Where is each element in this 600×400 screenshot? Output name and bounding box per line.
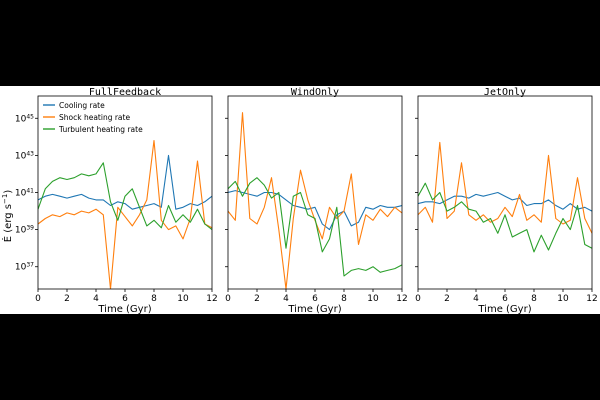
x-tick-label: 8	[341, 294, 347, 304]
panel-2: WindOnly 0 2 4 6 8 10 12 Time (Gyr)	[225, 87, 408, 315]
x-tick-label: 2	[444, 294, 450, 304]
x-tick-label: 12	[206, 294, 217, 304]
series-group	[38, 139, 212, 289]
panel-title: JetOnly	[484, 87, 526, 98]
x-tick-label: 2	[254, 294, 260, 304]
x-tick-label: 0	[415, 294, 421, 304]
panel-title: WindOnly	[291, 87, 339, 98]
x-axis-label: Time (Gyr)	[287, 304, 341, 314]
legend-label: Cooling rate	[59, 101, 105, 110]
chart-svg: FullFeedback 0 2 4 6 8 10 12 Time (Gyr) 1037 1039 1…	[1, 87, 598, 315]
x-tick-label: 10	[177, 294, 189, 304]
legend: Cooling rate Shock heating rate Turbulent …	[43, 101, 143, 134]
series-line-shock-heating-rate	[228, 112, 402, 289]
x-tick-label: 12	[396, 294, 407, 304]
panel-3: JetOnly 0 2 4 6 8 10 12 Time (Gyr)	[415, 87, 598, 315]
series-group	[418, 141, 592, 253]
series-line-shock-heating-rate	[418, 141, 592, 234]
series-line-turbulent-heating-rate	[228, 177, 402, 277]
x-tick-label: 10	[557, 294, 569, 304]
series-line-cooling-rate	[38, 154, 212, 210]
x-tick-label: 2	[64, 294, 70, 304]
y-axis-label-main: Ė (erg s	[1, 204, 14, 242]
x-tick-label: 8	[151, 294, 157, 304]
x-tick-label: 4	[473, 294, 479, 304]
x-axis-label: Time (Gyr)	[477, 304, 531, 314]
series-line-turbulent-heating-rate	[418, 182, 592, 253]
y-tick-label: 1039	[15, 224, 34, 236]
legend-label: Turbulent heating rate	[58, 125, 143, 134]
series-group	[228, 112, 402, 289]
y-axis-label-exponent: −1	[1, 194, 9, 204]
series-line-turbulent-heating-rate	[38, 162, 212, 231]
x-axis-label: Time (Gyr)	[97, 304, 151, 314]
axes-frame	[227, 95, 403, 290]
x-tick-label: 6	[502, 294, 508, 304]
x-tick-label: 0	[225, 294, 231, 304]
y-tick-label: 1041	[15, 187, 34, 199]
series-line-shock-heating-rate	[38, 139, 212, 289]
x-tick-label: 10	[367, 294, 379, 304]
panel-1: FullFeedback 0 2 4 6 8 10 12 Time (Gyr) 1037 1039 1…	[15, 87, 218, 315]
x-tick-label: 6	[122, 294, 128, 304]
x-tick-label: 6	[312, 294, 318, 304]
x-tick-label: 4	[93, 294, 99, 304]
legend-label: Shock heating rate	[59, 113, 130, 122]
x-tick-label: 4	[283, 294, 289, 304]
y-axis-label: Ė (erg s−1)	[1, 190, 14, 243]
y-tick-label: 1045	[15, 113, 34, 125]
series-line-cooling-rate	[228, 190, 402, 231]
series-line-cooling-rate	[418, 191, 592, 212]
x-tick-label: 0	[35, 294, 41, 304]
panel-title: FullFeedback	[89, 87, 161, 98]
y-tick-label: 1037	[15, 261, 34, 273]
x-tick-label: 8	[531, 294, 537, 304]
x-tick-label: 12	[586, 294, 597, 304]
y-tick-label: 1043	[15, 150, 34, 162]
figure: FullFeedback 0 2 4 6 8 10 12 Time (Gyr) 1037 1039 1…	[0, 86, 600, 315]
y-axis-label-close: )	[3, 190, 14, 194]
